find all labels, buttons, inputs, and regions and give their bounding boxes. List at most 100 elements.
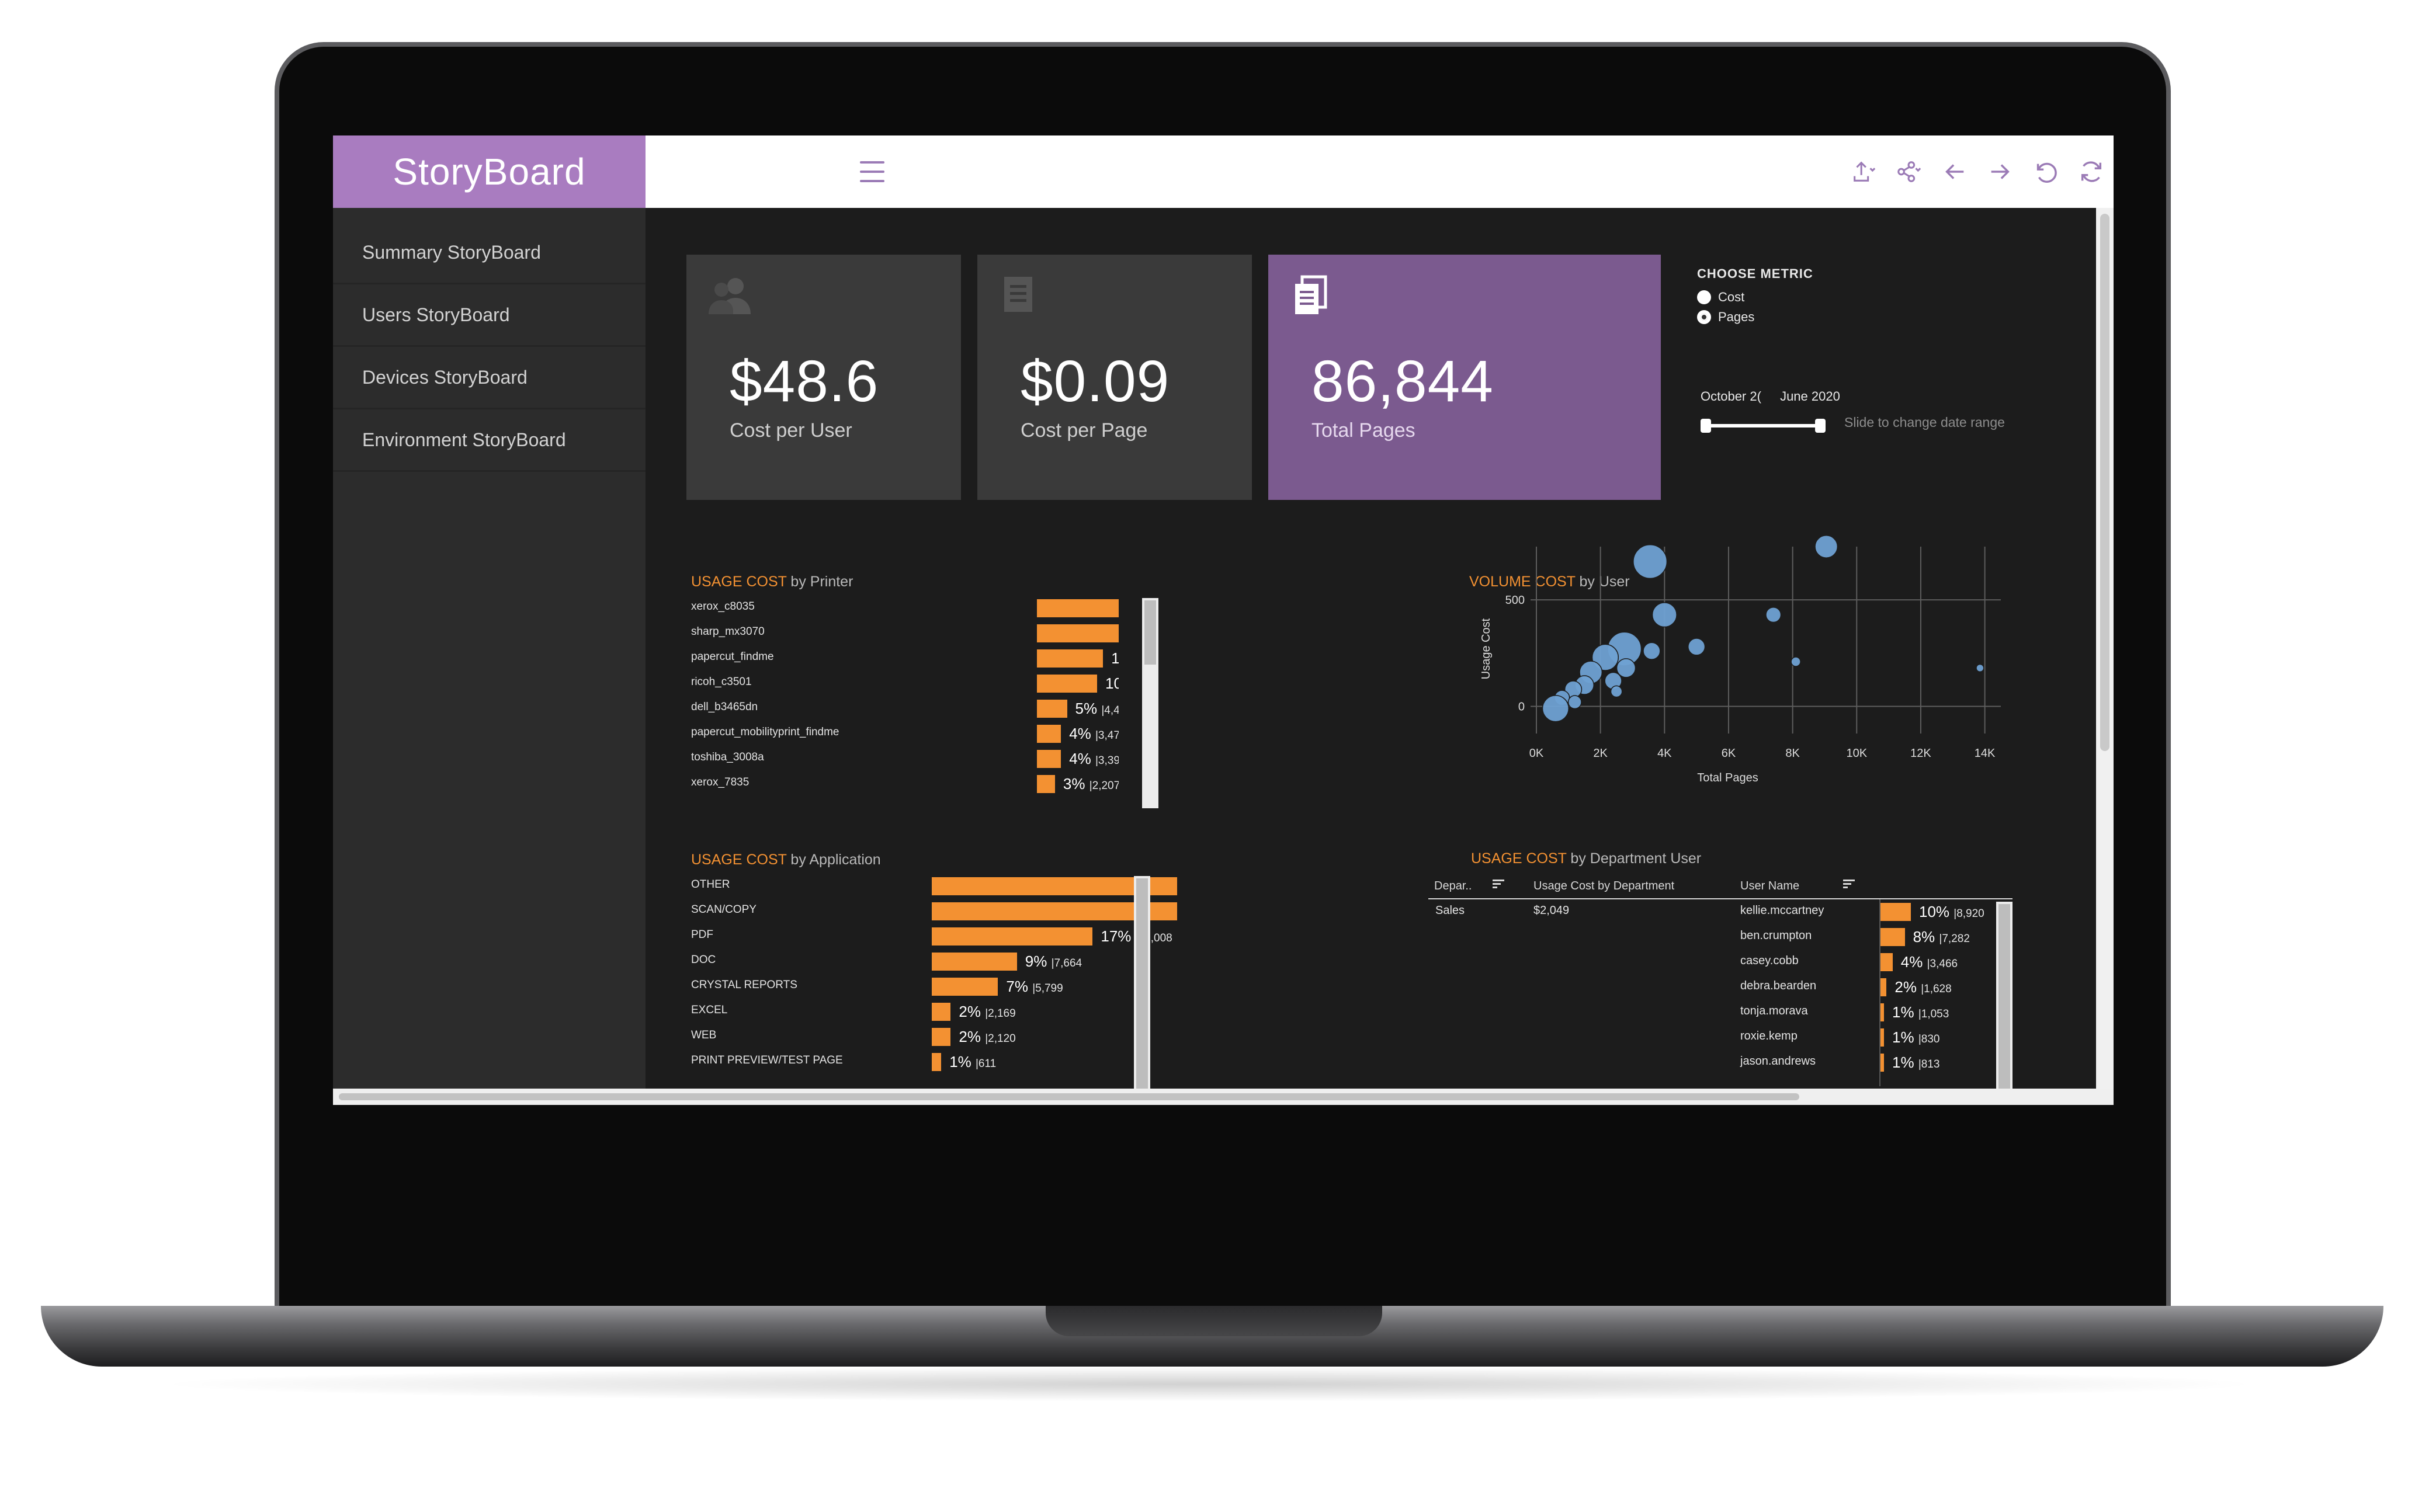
back-arrow-icon[interactable] bbox=[1938, 155, 1971, 188]
user-bar[interactable] bbox=[1880, 1003, 1884, 1021]
column-header-usage-cost[interactable]: Usage Cost by Department bbox=[1533, 880, 1675, 892]
sort-icon[interactable] bbox=[1842, 878, 1856, 891]
user-bar[interactable] bbox=[1880, 928, 1905, 946]
metric-option-cost[interactable]: Cost bbox=[1697, 290, 2071, 305]
bar[interactable] bbox=[1037, 725, 1061, 743]
radio-button-selected[interactable] bbox=[1697, 310, 1711, 324]
scatter-point[interactable] bbox=[1814, 535, 1838, 558]
bar-percent: 17% bbox=[1101, 927, 1136, 945]
scatter-point[interactable] bbox=[1616, 658, 1636, 678]
scatter-point[interactable] bbox=[1976, 663, 1984, 673]
application-panel-scrollbar[interactable] bbox=[1134, 876, 1150, 1105]
scroll-thumb[interactable] bbox=[1998, 904, 2010, 1103]
kpi-card-cost-per-user[interactable]: $48.6 Cost per User bbox=[686, 255, 961, 500]
user-bar[interactable] bbox=[1880, 978, 1887, 996]
scroll-thumb[interactable] bbox=[339, 1093, 1799, 1100]
scroll-thumb[interactable] bbox=[2100, 214, 2109, 751]
bar-row[interactable]: EXCEL 2% |2,169 bbox=[686, 999, 1177, 1024]
y-tick-label: 500 bbox=[1505, 594, 1525, 607]
user-bar[interactable] bbox=[1880, 1054, 1884, 1072]
bar-row[interactable]: xerox_7835 3% |2,207 bbox=[686, 771, 1119, 797]
sidebar-item-environment[interactable]: Environment StoryBoard bbox=[333, 409, 646, 472]
bar-row[interactable]: PDF 17% |15,008 bbox=[686, 924, 1177, 949]
share-icon[interactable] bbox=[1893, 155, 1925, 188]
scatter-point[interactable] bbox=[1791, 656, 1801, 667]
bar-row[interactable]: DOC 9% |7,664 bbox=[686, 949, 1177, 974]
forward-arrow-icon[interactable] bbox=[1984, 155, 2017, 188]
user-bar[interactable] bbox=[1880, 903, 1911, 921]
scatter-point[interactable] bbox=[1567, 695, 1582, 710]
bar-row[interactable]: papercut_mobilityprint_findme 4% |3,474 bbox=[686, 721, 1119, 746]
bar-row[interactable]: PRINT PREVIEW/TEST PAGE 1% |611 bbox=[686, 1049, 1177, 1075]
bar-row[interactable]: papercut_findme 11% |9,153 bbox=[686, 646, 1119, 671]
bar[interactable] bbox=[932, 1003, 951, 1021]
bar-row[interactable]: ricoh_c3501 10% |8,940 bbox=[686, 671, 1119, 696]
kpi-card-total-pages[interactable]: 86,844 Total Pages bbox=[1268, 255, 1661, 500]
bar[interactable] bbox=[932, 978, 998, 996]
brand-logo[interactable]: StoryBoard bbox=[333, 135, 646, 208]
user-bar-label: 2% |1,628 bbox=[1894, 978, 1951, 996]
volume-scatter-chart: 0K 2K 4K 6K 8K 10K 12K 14K 0 500 Total Pages Usage … bbox=[1480, 535, 2001, 784]
department-panel-scrollbar[interactable] bbox=[1996, 902, 2012, 1105]
bar-category-label: SCAN/COPY bbox=[691, 903, 757, 916]
document-icon bbox=[1004, 277, 1032, 312]
bar[interactable] bbox=[932, 953, 1017, 971]
bar[interactable] bbox=[1037, 675, 1097, 693]
scatter-point[interactable] bbox=[1765, 607, 1782, 623]
main-horizontal-scrollbar[interactable] bbox=[333, 1089, 2114, 1105]
title-accent: VOLUME COST bbox=[1469, 573, 1576, 590]
scatter-point[interactable] bbox=[1687, 638, 1706, 656]
bar-row[interactable]: toshiba_3008a 4% |3,394 bbox=[686, 746, 1119, 771]
column-header-department[interactable]: Depar.. bbox=[1434, 880, 1472, 892]
bar-row[interactable]: dell_b3465dn 5% |4,439 bbox=[686, 696, 1119, 721]
bar[interactable] bbox=[932, 1028, 951, 1046]
date-range-slider[interactable] bbox=[1701, 417, 1826, 435]
slider-handle-end[interactable] bbox=[1815, 419, 1826, 433]
sidebar-item-users[interactable]: Users StoryBoard bbox=[333, 284, 646, 347]
user-bar-percent: 2% bbox=[1894, 978, 1921, 996]
bar-row[interactable]: OTHER35% |30,128 bbox=[686, 874, 1177, 899]
main-vertical-scrollbar[interactable] bbox=[2096, 208, 2114, 1105]
scroll-thumb[interactable] bbox=[1136, 878, 1148, 1100]
bar-row[interactable]: CRYSTAL REPORTS 7% |5,799 bbox=[686, 974, 1177, 999]
title-rest: by Printer bbox=[786, 573, 853, 590]
bar-row[interactable]: xerox_c803540% |34,328 bbox=[686, 596, 1119, 621]
bar-category-label: WEB bbox=[691, 1029, 717, 1041]
undo-icon[interactable] bbox=[2029, 155, 2062, 188]
bar-row[interactable]: SCAN/COPY26% |22,793 bbox=[686, 899, 1177, 924]
user-bar[interactable] bbox=[1880, 953, 1893, 971]
user-bar-value: |7,282 bbox=[1939, 933, 1970, 945]
scatter-point[interactable] bbox=[1651, 602, 1677, 628]
bar[interactable] bbox=[1037, 599, 1119, 617]
scroll-thumb[interactable] bbox=[1144, 600, 1156, 665]
radio-button[interactable] bbox=[1697, 290, 1711, 304]
scatter-point[interactable] bbox=[1633, 544, 1668, 579]
scatter-point[interactable] bbox=[1542, 695, 1570, 722]
user-bar[interactable] bbox=[1880, 1028, 1884, 1047]
bar[interactable] bbox=[1037, 750, 1061, 768]
column-header-user-name[interactable]: User Name bbox=[1740, 880, 1800, 892]
bar-percent: 1% bbox=[949, 1053, 976, 1070]
scatter-point[interactable] bbox=[1643, 642, 1661, 660]
scatter-point[interactable] bbox=[1610, 685, 1623, 698]
slider-handle-start[interactable] bbox=[1701, 419, 1711, 433]
metric-option-pages[interactable]: Pages bbox=[1697, 310, 2071, 325]
sidebar-item-summary[interactable]: Summary StoryBoard bbox=[333, 222, 646, 284]
bar[interactable] bbox=[1037, 700, 1067, 718]
printer-panel-scrollbar[interactable] bbox=[1142, 598, 1158, 808]
user-bar-value: |1,053 bbox=[1918, 1008, 1949, 1020]
bar[interactable] bbox=[1037, 775, 1055, 793]
bar[interactable] bbox=[1037, 624, 1119, 642]
bar[interactable] bbox=[932, 1053, 942, 1071]
sort-icon[interactable] bbox=[1491, 878, 1505, 891]
menu-toggle-icon[interactable] bbox=[860, 161, 884, 182]
bar[interactable] bbox=[1037, 649, 1104, 668]
sidebar-item-devices[interactable]: Devices StoryBoard bbox=[333, 347, 646, 409]
refresh-icon[interactable] bbox=[2075, 155, 2108, 188]
toolbar bbox=[1847, 155, 2108, 188]
bar-row[interactable]: sharp_mx307017% |14,656 bbox=[686, 621, 1119, 646]
bar-row[interactable]: WEB 2% |2,120 bbox=[686, 1024, 1177, 1049]
bar[interactable] bbox=[932, 927, 1093, 946]
export-icon[interactable] bbox=[1847, 155, 1880, 188]
kpi-card-cost-per-page[interactable]: $0.09 Cost per Page bbox=[977, 255, 1252, 500]
